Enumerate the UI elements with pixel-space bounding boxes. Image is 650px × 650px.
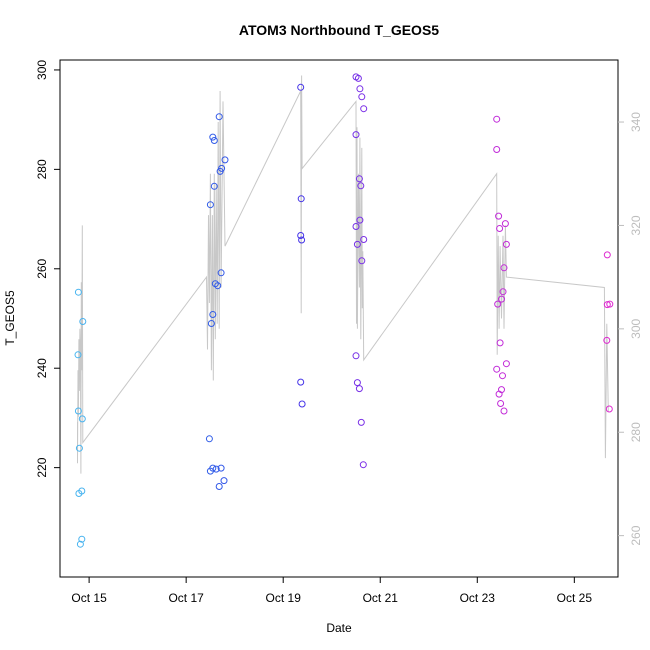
data-point bbox=[209, 133, 217, 141]
data-point bbox=[357, 418, 365, 426]
data-point bbox=[215, 483, 223, 490]
data-point bbox=[76, 540, 84, 548]
data-point bbox=[78, 415, 86, 423]
data-point bbox=[354, 74, 362, 82]
x-tick-label: Oct 25 bbox=[557, 591, 593, 605]
data-point bbox=[78, 535, 86, 543]
data-point bbox=[603, 301, 611, 309]
data-point bbox=[358, 93, 366, 101]
data-point bbox=[502, 240, 510, 248]
series-line-path bbox=[77, 75, 609, 474]
data-point bbox=[217, 464, 225, 472]
data-point bbox=[352, 131, 360, 139]
data-point bbox=[499, 288, 507, 296]
data-point bbox=[496, 339, 504, 347]
data-point bbox=[603, 336, 611, 344]
data-point bbox=[297, 83, 305, 91]
data-point bbox=[297, 232, 305, 239]
data-point bbox=[497, 400, 505, 407]
data-point bbox=[210, 137, 218, 144]
x-tick-label: Oct 17 bbox=[168, 591, 204, 605]
x-tick-label: Oct 15 bbox=[71, 591, 107, 605]
data-point bbox=[218, 164, 226, 172]
y2-tick-label: 340 bbox=[629, 112, 643, 132]
y-tick-label: 300 bbox=[35, 60, 49, 80]
data-point bbox=[74, 288, 82, 296]
data-point bbox=[494, 300, 502, 308]
data-point bbox=[215, 113, 223, 121]
data-point bbox=[493, 365, 501, 373]
y2-tick-label: 260 bbox=[629, 525, 643, 545]
data-point bbox=[298, 236, 306, 244]
data-point bbox=[501, 220, 509, 228]
y-tick-label: 280 bbox=[35, 159, 49, 179]
data-point bbox=[78, 487, 86, 495]
y-tick-label: 240 bbox=[35, 358, 49, 378]
data-point bbox=[496, 225, 504, 232]
data-point bbox=[358, 257, 366, 265]
data-point bbox=[352, 223, 360, 230]
data-point bbox=[220, 477, 228, 485]
data-point bbox=[212, 465, 220, 473]
data-point bbox=[221, 156, 229, 164]
y-tick-label: 220 bbox=[35, 457, 49, 477]
y-axis-label: T_GEOS5 bbox=[3, 290, 17, 346]
x-tick-label: Oct 21 bbox=[363, 591, 399, 605]
data-point bbox=[606, 300, 614, 308]
data-point bbox=[502, 360, 510, 368]
data-point bbox=[359, 461, 367, 469]
y2-tick-label: 280 bbox=[629, 422, 643, 442]
data-point bbox=[498, 386, 505, 394]
x-tick-label: Oct 23 bbox=[460, 591, 496, 605]
data-point bbox=[355, 175, 363, 183]
y2-tick-label: 300 bbox=[629, 319, 643, 339]
chart-title: ATOM3 Northbound T_GEOS5 bbox=[239, 22, 439, 38]
data-point bbox=[297, 195, 305, 203]
x-axis-label: Date bbox=[326, 621, 352, 635]
scatter-points bbox=[74, 73, 614, 548]
y-tick-label: 260 bbox=[35, 258, 49, 278]
data-point bbox=[357, 182, 365, 190]
data-point bbox=[79, 318, 87, 325]
y2-tick-label: 320 bbox=[629, 215, 643, 235]
data-point bbox=[353, 240, 361, 248]
plot-frame bbox=[59, 59, 619, 578]
data-point bbox=[207, 320, 215, 327]
data-point bbox=[356, 216, 364, 224]
series-line bbox=[77, 75, 609, 474]
data-point bbox=[75, 444, 83, 452]
data-point bbox=[209, 311, 217, 318]
y-axis-left: 220 240 260 280 300 bbox=[35, 60, 60, 478]
data-point bbox=[603, 251, 611, 259]
data-point bbox=[360, 236, 368, 243]
data-point bbox=[217, 269, 225, 277]
data-point bbox=[74, 351, 82, 359]
data-point bbox=[495, 212, 503, 220]
data-point bbox=[493, 115, 501, 123]
data-point bbox=[360, 105, 368, 113]
y-axis-right: 260 280 300 320 340 bbox=[618, 112, 643, 546]
data-point bbox=[500, 407, 508, 415]
data-point bbox=[298, 400, 306, 408]
data-point bbox=[499, 372, 506, 380]
data-point bbox=[205, 435, 213, 443]
data-point bbox=[493, 146, 501, 153]
data-point bbox=[209, 464, 217, 472]
data-point bbox=[214, 282, 222, 290]
data-point bbox=[605, 405, 613, 413]
data-point bbox=[352, 352, 360, 360]
x-axis: Oct 15 Oct 17 Oct 19 Oct 21 Oct 23 Oct 25 bbox=[71, 577, 592, 605]
data-point bbox=[498, 295, 505, 303]
data-point bbox=[297, 378, 305, 386]
data-point bbox=[206, 201, 214, 209]
data-point bbox=[355, 385, 363, 393]
data-point bbox=[74, 407, 82, 415]
data-point bbox=[210, 182, 218, 190]
x-tick-label: Oct 19 bbox=[266, 591, 302, 605]
data-point bbox=[500, 264, 508, 272]
data-point bbox=[356, 85, 364, 93]
data-point bbox=[353, 379, 361, 387]
